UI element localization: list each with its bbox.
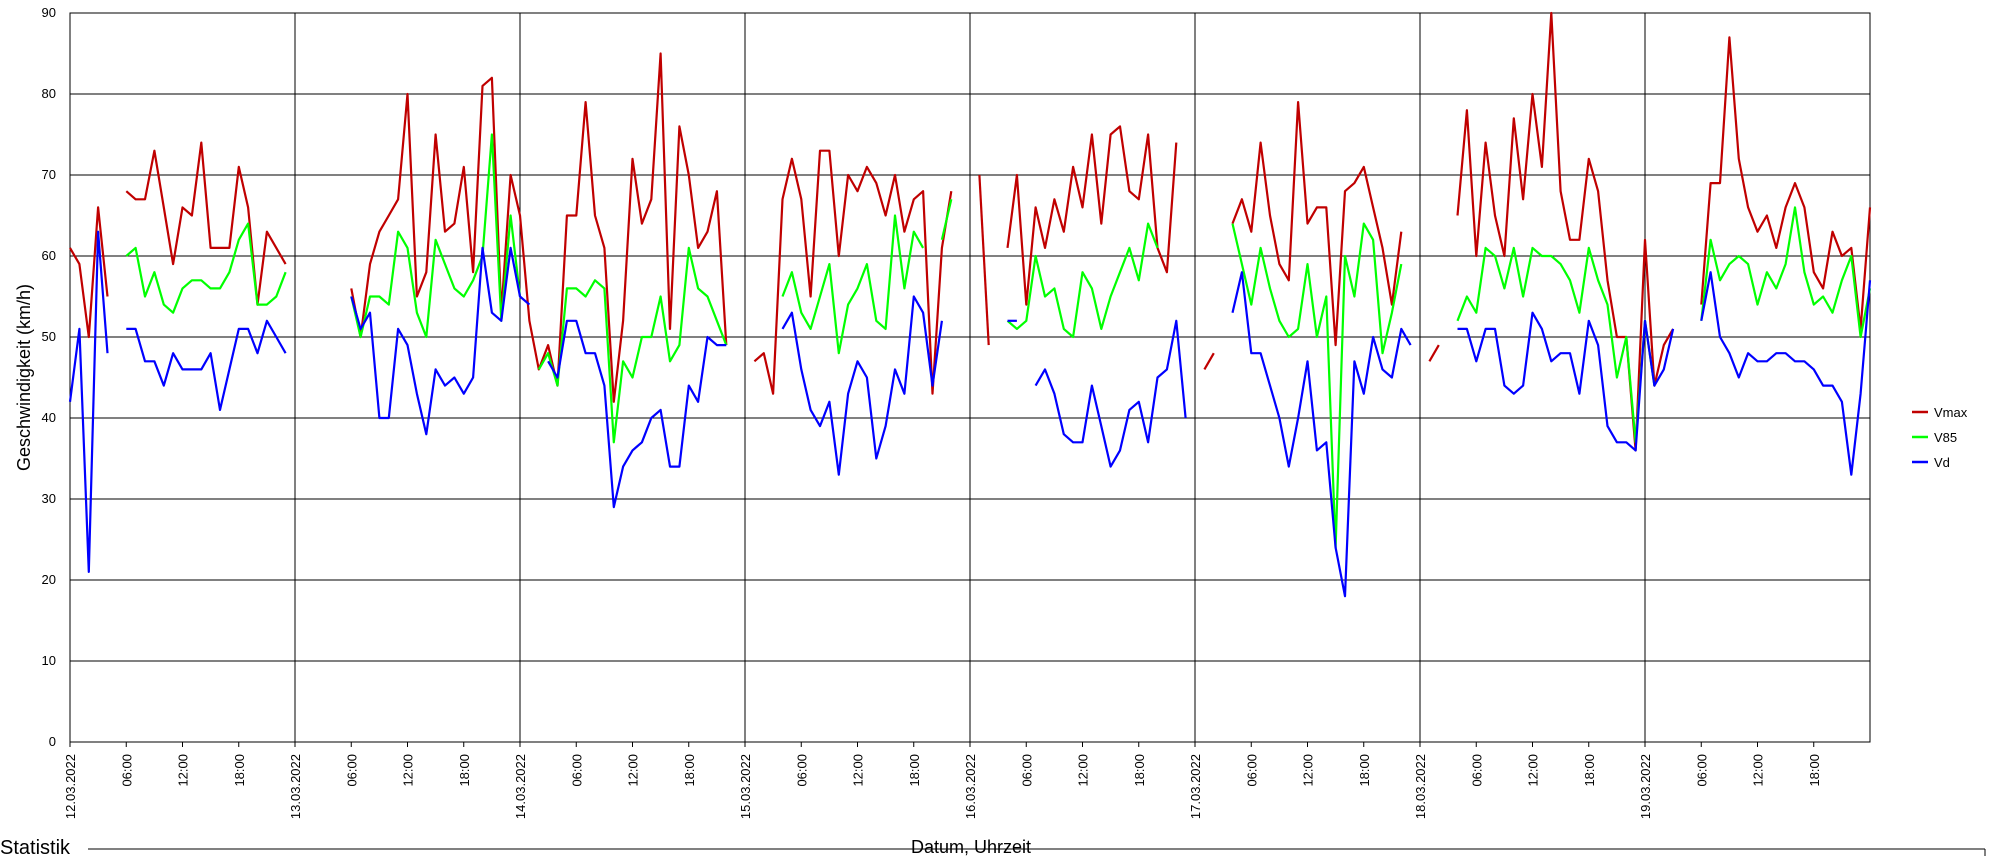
series-line-v85 — [537, 246, 728, 444]
x-tick-label: 18:00 — [1807, 754, 1822, 787]
series-line-v85 — [1700, 206, 1872, 339]
x-tick-label: 06:00 — [1469, 754, 1484, 787]
x-tick-label: 12:00 — [401, 754, 416, 787]
x-tick-label: 16.03.2022 — [963, 754, 978, 819]
x-tick-label: 12.03.2022 — [63, 754, 78, 819]
series-line-vmax — [125, 141, 287, 306]
series-line-v85 — [1231, 222, 1403, 549]
y-tick-label: 70 — [42, 167, 56, 182]
series-line-vd — [1457, 311, 1675, 452]
x-tick-label: 15.03.2022 — [738, 754, 753, 819]
series-line-vd — [68, 230, 109, 574]
series-line-vmax — [978, 174, 990, 346]
x-axis-title: Datum, Uhrzeit — [911, 837, 1031, 856]
x-tick-label: 12:00 — [1751, 754, 1766, 787]
series-line-vd — [1231, 271, 1412, 598]
y-tick-label: 50 — [42, 329, 56, 344]
legend-label-vmax: Vmax — [1934, 405, 1968, 420]
series-line-vmax — [1231, 100, 1403, 347]
x-tick-label: 06:00 — [1019, 754, 1034, 787]
x-tick-label: 13.03.2022 — [288, 754, 303, 819]
series-lines — [68, 11, 1872, 598]
x-tick-label: 06:00 — [344, 754, 359, 787]
series-line-vmax — [1700, 36, 1872, 330]
series-line-vd — [350, 246, 531, 436]
x-tick-label: 19.03.2022 — [1638, 754, 1653, 819]
series-line-v85 — [781, 214, 925, 355]
statistik-label: Statistik — [0, 837, 71, 856]
series-line-vd — [126, 319, 287, 411]
y-tick-label: 10 — [42, 653, 56, 668]
series-line-vmax — [1428, 344, 1440, 362]
series-line-vd — [1034, 319, 1187, 468]
series-vd — [68, 230, 1872, 598]
x-tick-label: 18:00 — [682, 754, 697, 787]
series-line-vmax — [1006, 125, 1178, 306]
legend-label-v85: V85 — [1934, 430, 1957, 445]
x-tick-label: 06:00 — [1694, 754, 1709, 787]
y-tick-label: 0 — [49, 734, 56, 749]
x-axis-ticks: 12.03.2022 06:00 12:00 18:00 13.03.2022 06:00… — [63, 742, 1822, 819]
x-tick-label: 18:00 — [232, 754, 247, 787]
y-tick-label: 60 — [42, 248, 56, 263]
y-tick-label: 90 — [42, 5, 56, 20]
x-tick-label: 18:00 — [1132, 754, 1147, 787]
series-line-vd — [781, 295, 943, 476]
x-tick-label: 12:00 — [1076, 754, 1091, 787]
x-tick-label: 12:00 — [626, 754, 641, 787]
series-line-vmax — [1203, 352, 1215, 370]
grid-lines — [70, 12, 1870, 743]
x-tick-label: 17.03.2022 — [1188, 754, 1203, 819]
x-tick-label: 18:00 — [457, 754, 472, 787]
series-line-vd — [1700, 271, 1872, 476]
x-tick-label: 06:00 — [569, 754, 584, 787]
y-axis-ticks: 0 10 20 30 40 50 60 70 80 90 — [42, 5, 56, 749]
x-tick-label: 12:00 — [1526, 754, 1541, 787]
series-line-v85 — [350, 133, 522, 339]
x-tick-label: 18:00 — [1357, 754, 1372, 787]
series-line-v85 — [1456, 246, 1656, 444]
y-tick-label: 30 — [42, 491, 56, 506]
series-line-vmax — [69, 206, 109, 339]
legend: Vmax V85 Vd — [1912, 405, 1968, 470]
x-tick-label: 06:00 — [119, 754, 134, 787]
x-tick-label: 14.03.2022 — [513, 754, 528, 819]
y-axis-title: Geschwindigkeit (km/h) — [14, 284, 34, 471]
series-vmax — [69, 11, 1872, 452]
series-line-v85 — [1006, 222, 1159, 339]
legend-label-vd: Vd — [1934, 455, 1950, 470]
series-line-v85 — [125, 222, 287, 314]
x-tick-label: 06:00 — [794, 754, 809, 787]
y-tick-label: 40 — [42, 410, 56, 425]
series-line-v85 — [940, 199, 953, 241]
x-tick-label: 18:00 — [907, 754, 922, 787]
series-line-vd — [547, 319, 727, 509]
x-tick-label: 12:00 — [851, 754, 866, 787]
x-tick-label: 06:00 — [1244, 754, 1259, 787]
x-tick-label: 18.03.2022 — [1413, 754, 1428, 819]
series-v85 — [125, 133, 1872, 549]
x-tick-label: 12:00 — [1301, 754, 1316, 787]
x-tick-label: 12:00 — [176, 754, 191, 787]
series-line-vmax — [753, 149, 953, 395]
x-tick-label: 18:00 — [1582, 754, 1597, 787]
y-tick-label: 80 — [42, 86, 56, 101]
y-tick-label: 20 — [42, 572, 56, 587]
